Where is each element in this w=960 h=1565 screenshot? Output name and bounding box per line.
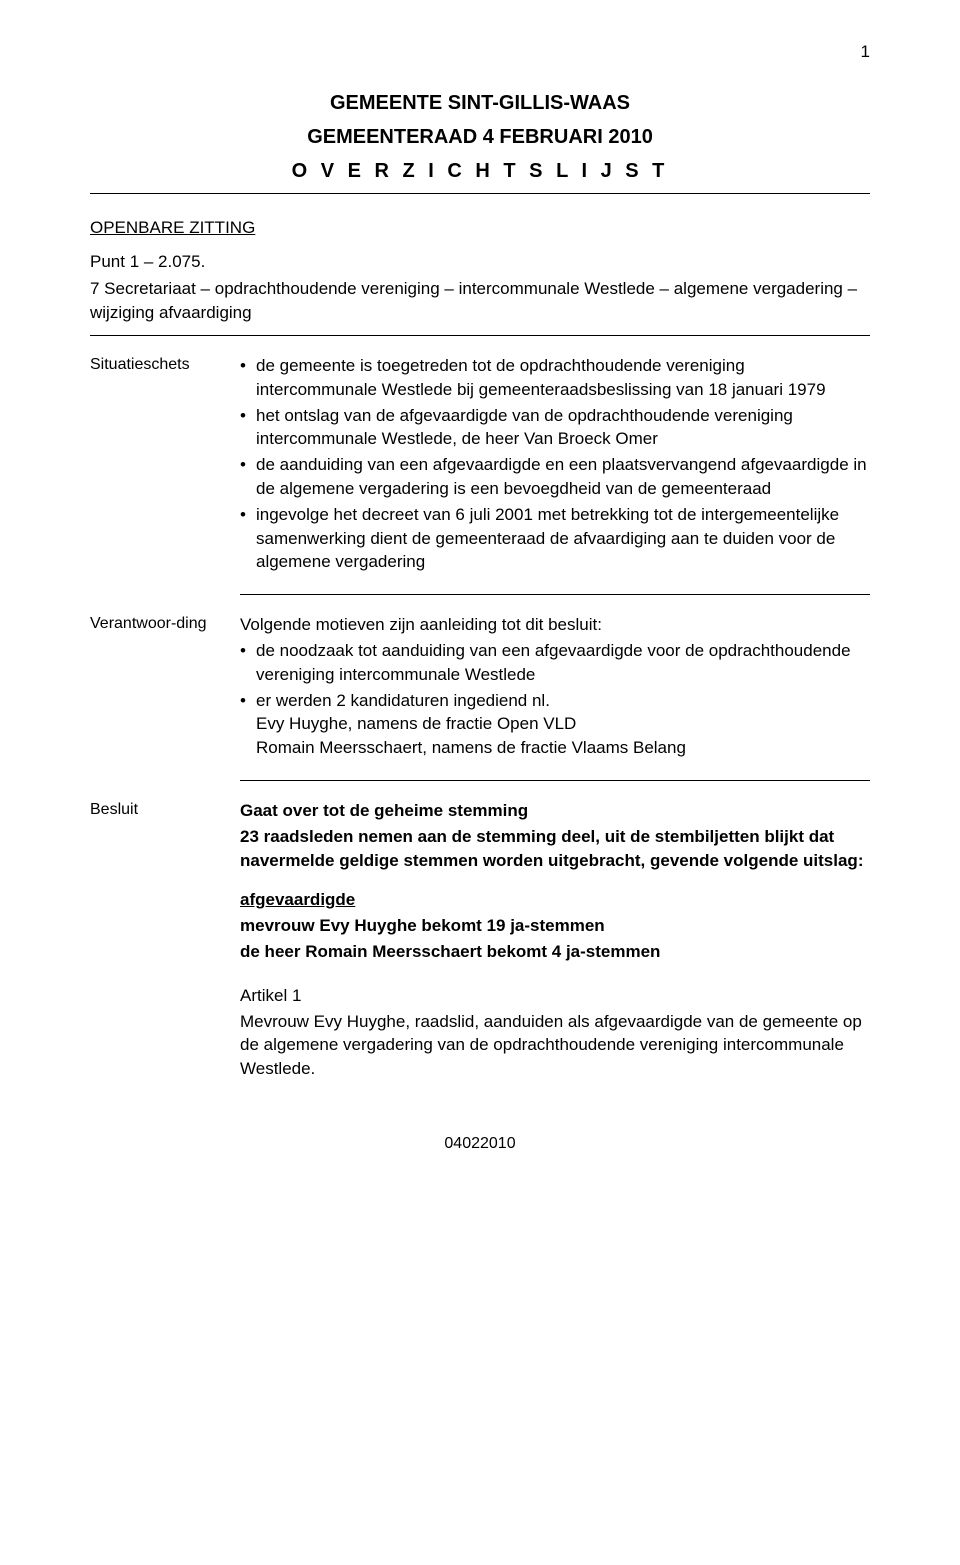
header-title: GEMEENTE SINT-GILLIS-WAAS (90, 89, 870, 117)
header-divider (90, 193, 870, 194)
verantwoording-list: de noodzaak tot aanduiding van een afgev… (240, 639, 870, 760)
punt-title: 7 Secretariaat – opdrachthoudende vereni… (90, 277, 870, 325)
verantwoording-row: Verantwoor-ding Volgende motieven zijn a… (90, 613, 870, 762)
artikel-label: Artikel 1 (240, 984, 870, 1008)
besluit-label: Besluit (90, 799, 240, 1083)
list-item: het ontslag van de afgevaardigde van de … (240, 404, 870, 452)
list-item: er werden 2 kandidaturen ingediend nl. E… (240, 689, 870, 760)
list-item: ingevolge het decreet van 6 juli 2001 me… (240, 503, 870, 574)
list-item: de noodzaak tot aanduiding van een afgev… (240, 639, 870, 687)
punt-heading: Punt 1 – 2.075. (90, 250, 870, 274)
page-number: 1 (90, 40, 870, 64)
list-item: de gemeente is toegetreden tot de opdrac… (240, 354, 870, 402)
situatieschets-divider (240, 594, 870, 595)
besluit-paragraph: 23 raadsleden nemen aan de stemming deel… (240, 825, 870, 873)
footer: 04022010 (90, 1133, 870, 1155)
verantwoording-intro: Volgende motieven zijn aanleiding tot di… (240, 613, 870, 637)
besluit-heading: Gaat over tot de geheime stemming (240, 799, 870, 823)
situatieschets-row: Situatieschets de gemeente is toegetrede… (90, 354, 870, 576)
punt-divider (90, 335, 870, 336)
besluit-content: Gaat over tot de geheime stemming 23 raa… (240, 799, 870, 1083)
result-line: de heer Romain Meersschaert bekomt 4 ja-… (240, 940, 870, 964)
header-overview: O V E R Z I C H T S L I J S T (90, 157, 870, 185)
result-line: mevrouw Evy Huyghe bekomt 19 ja-stemmen (240, 914, 870, 938)
situatieschets-content: de gemeente is toegetreden tot de opdrac… (240, 354, 870, 576)
verantwoording-divider (240, 780, 870, 781)
header-subtitle: GEMEENTERAAD 4 FEBRUARI 2010 (90, 123, 870, 151)
besluit-row: Besluit Gaat over tot de geheime stemmin… (90, 799, 870, 1083)
verantwoording-content: Volgende motieven zijn aanleiding tot di… (240, 613, 870, 762)
verantwoording-label: Verantwoor-ding (90, 613, 240, 762)
situatieschets-list: de gemeente is toegetreden tot de opdrac… (240, 354, 870, 574)
artikel-text: Mevrouw Evy Huyghe, raadslid, aanduiden … (240, 1010, 870, 1081)
afgevaardigde-label: afgevaardigde (240, 888, 870, 912)
situatieschets-label: Situatieschets (90, 354, 240, 576)
list-item: de aanduiding van een afgevaardigde en e… (240, 453, 870, 501)
section-label: OPENBARE ZITTING (90, 216, 870, 240)
